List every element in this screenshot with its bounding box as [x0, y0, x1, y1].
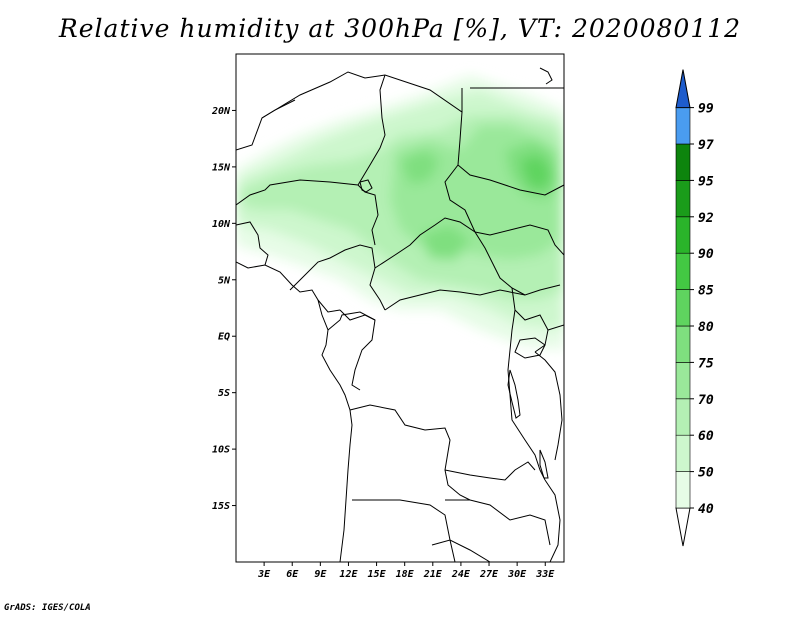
- colorbar: 40 50 60 70 75 80 85 90 92 95 97 99: [675, 69, 714, 547]
- colorbar-segment: [675, 216, 691, 254]
- lon-tick-label: 27E: [479, 569, 499, 580]
- border-congo: [327, 311, 376, 331]
- lat-tick-label: 20N: [211, 106, 231, 117]
- coastline: [236, 261, 353, 562]
- colorbar-segment: [675, 362, 691, 400]
- border-libya: [261, 71, 463, 119]
- border-drc-west: [339, 309, 376, 391]
- border-angola: [349, 404, 471, 501]
- longitude-axis: 3E 6E 9E 12E 15E 18E 21E 24E 27E 30E 33E: [257, 562, 555, 580]
- colorbar-segment: [675, 107, 691, 145]
- colorbar-label: 75: [698, 356, 714, 371]
- latitude-axis: 20N 15N 10N 5N EQ 5S 10S 15S: [211, 106, 236, 512]
- colorbar-label: 95: [698, 174, 714, 189]
- map-frame: [235, 53, 565, 563]
- lon-tick-label: 30E: [507, 569, 527, 580]
- lat-tick-label: EQ: [218, 332, 230, 343]
- colorbar-segment: [675, 471, 691, 509]
- border-cameroon: [289, 244, 386, 311]
- border-south: [384, 284, 561, 311]
- colorbar-segment: [675, 289, 691, 327]
- colorbar-label: 97: [698, 138, 714, 153]
- border-car: [374, 217, 526, 296]
- lon-tick-label: 3E: [257, 569, 271, 580]
- grads-credit: GrADS: IGES/COLA: [4, 603, 91, 613]
- border-sudan: [444, 111, 476, 233]
- border-gabon: [317, 299, 341, 313]
- lon-tick-label: 15E: [368, 569, 387, 580]
- lat-tick-label: 5S: [218, 388, 230, 399]
- colorbar-label: 92: [698, 211, 714, 226]
- border-uganda: [514, 309, 549, 353]
- border-sahel: [236, 179, 379, 246]
- colorbar-segment: [675, 143, 691, 181]
- lake-chad: [359, 179, 373, 193]
- colorbar-label: 60: [698, 429, 714, 444]
- border-mozambique: [544, 479, 561, 562]
- border-chad: [357, 74, 386, 186]
- colorbar-segment: [675, 325, 691, 363]
- colorbar-high-triangle: [675, 69, 691, 109]
- lon-tick-label: 33E: [535, 569, 555, 580]
- border-ssudan: [474, 224, 564, 256]
- colorbar-segment: [675, 398, 691, 436]
- colorbar-low-triangle: [675, 507, 691, 547]
- lon-tick-label: 9E: [314, 569, 327, 580]
- lat-tick-label: 10S: [212, 445, 230, 456]
- country-boundaries: [236, 67, 564, 562]
- colorbar-label: 99: [698, 102, 714, 117]
- border-bots: [431, 539, 491, 562]
- humidity-shading: [236, 75, 564, 350]
- lon-tick-label: 18E: [396, 569, 415, 580]
- colorbar-label: 50: [698, 466, 714, 481]
- colorbar-label: 85: [698, 284, 714, 299]
- colorbar-label: 70: [698, 393, 714, 408]
- border-tanzania: [534, 351, 563, 461]
- lon-tick-label: 6E: [286, 569, 299, 580]
- border-kenya: [547, 324, 564, 331]
- colorbar-label: 90: [698, 247, 714, 262]
- colorbar-label: 40: [698, 502, 714, 517]
- lon-tick-label: 24E: [451, 569, 471, 580]
- lake-victoria: [514, 337, 546, 359]
- colorbar-segment: [675, 180, 691, 218]
- humidity-region-80: [520, 155, 552, 190]
- border-west: [236, 221, 269, 266]
- border-ethiopia: [457, 164, 564, 196]
- border-north: [236, 99, 296, 151]
- lat-tick-label: 10N: [212, 219, 231, 230]
- lon-tick-label: 12E: [339, 569, 358, 580]
- colorbar-segment: [675, 252, 691, 290]
- lake-tanganyika: [507, 369, 521, 419]
- colorbar-segment: [675, 434, 691, 472]
- lon-tick-label: 21E: [423, 569, 443, 580]
- map-title: Relative humidity at 300hPa [%], VT: 202…: [58, 14, 742, 43]
- lat-tick-label: 15S: [212, 501, 230, 512]
- lake-malawi: [539, 449, 549, 479]
- lat-tick-label: 5N: [218, 275, 231, 286]
- lat-tick-label: 15N: [212, 162, 231, 173]
- colorbar-label: 80: [698, 320, 714, 335]
- humidity-region-75: [400, 140, 560, 260]
- nile-coast: [539, 67, 553, 85]
- border-zim: [469, 499, 551, 546]
- border-zambia: [444, 461, 536, 481]
- border-namibia: [352, 499, 456, 562]
